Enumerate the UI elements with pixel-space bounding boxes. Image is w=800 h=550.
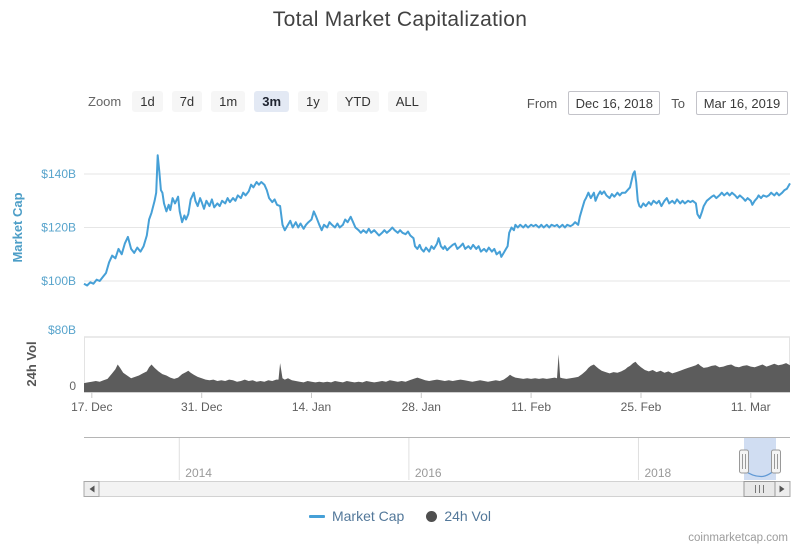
- legend-label: 24h Vol: [444, 508, 492, 524]
- circle-marker-icon: [426, 510, 438, 522]
- arrow-left-icon: [89, 485, 95, 493]
- line-marker-icon: [308, 514, 325, 518]
- navigator-right-handle[interactable]: [771, 449, 781, 474]
- zoom-button-1m[interactable]: 1m: [211, 91, 246, 112]
- market-cap-axis-title: Market Cap: [10, 192, 25, 262]
- zoom-label: Zoom: [88, 94, 122, 109]
- navigator-selected-range[interactable]: [744, 438, 776, 480]
- volume-area-series: [84, 354, 790, 392]
- volume-plot-area[interactable]: [84, 337, 790, 392]
- zoom-toolbar: Zoom 1d 7d 1m 3m 1y YTD ALL: [88, 91, 427, 112]
- x-axis-label: 17. Dec: [71, 400, 112, 414]
- zoom-button-all[interactable]: ALL: [387, 91, 427, 112]
- legend-label: Market Cap: [331, 508, 405, 524]
- main-plot-area[interactable]: [84, 140, 790, 310]
- from-label: From: [526, 95, 558, 111]
- navigator-year-label: 2014: [185, 466, 212, 480]
- x-axis-label: 25. Feb: [621, 400, 662, 414]
- volume-tick-label: $80B: [48, 323, 76, 337]
- watermark: coinmarketcap.com: [688, 532, 788, 544]
- y-axis-tick-label: $140B: [41, 167, 76, 181]
- legend-item-24h-vol[interactable]: 24h Vol: [426, 508, 491, 524]
- legend-item-market-cap[interactable]: Market Cap: [308, 508, 405, 524]
- x-axis-label: 14. Jan: [292, 400, 331, 414]
- x-axis-label: 11. Feb: [511, 400, 551, 414]
- navigator-year-label: 2016: [415, 466, 442, 480]
- zoom-button-7d[interactable]: 7d: [171, 91, 203, 112]
- page-title: Total Market Capitalization: [272, 8, 528, 31]
- navigator-left-handle[interactable]: [739, 449, 749, 474]
- market-cap-line-series: [83, 154, 791, 287]
- to-label: To: [671, 95, 685, 111]
- zoom-button-3m[interactable]: 3m: [254, 91, 290, 112]
- y-axis-tick-label: $100B: [41, 274, 76, 288]
- zoom-button-1y[interactable]: 1y: [298, 91, 328, 112]
- chart-legend: Market Cap 24h Vol: [0, 508, 800, 524]
- volume-tick-label: 0: [69, 379, 76, 393]
- y-axis-tick-label: $120B: [41, 221, 76, 235]
- x-axis-label: 28. Jan: [402, 400, 441, 414]
- arrow-right-icon: [779, 485, 785, 493]
- scrollbar-track[interactable]: [83, 481, 791, 497]
- navigator-year-label: 2018: [644, 466, 671, 480]
- zoom-button-group: 1d 7d 1m 3m 1y YTD ALL: [132, 91, 427, 112]
- from-date-input[interactable]: [568, 91, 661, 115]
- zoom-button-ytd[interactable]: YTD: [336, 91, 379, 112]
- zoom-button-1d[interactable]: 1d: [132, 91, 163, 112]
- x-axis-label: 11. Mar: [731, 400, 771, 414]
- to-date-input[interactable]: [696, 91, 788, 115]
- x-axis-label: 31. Dec: [181, 400, 222, 414]
- volume-axis-title: 24h Vol: [24, 341, 39, 386]
- date-range-toolbar: From To: [527, 91, 788, 115]
